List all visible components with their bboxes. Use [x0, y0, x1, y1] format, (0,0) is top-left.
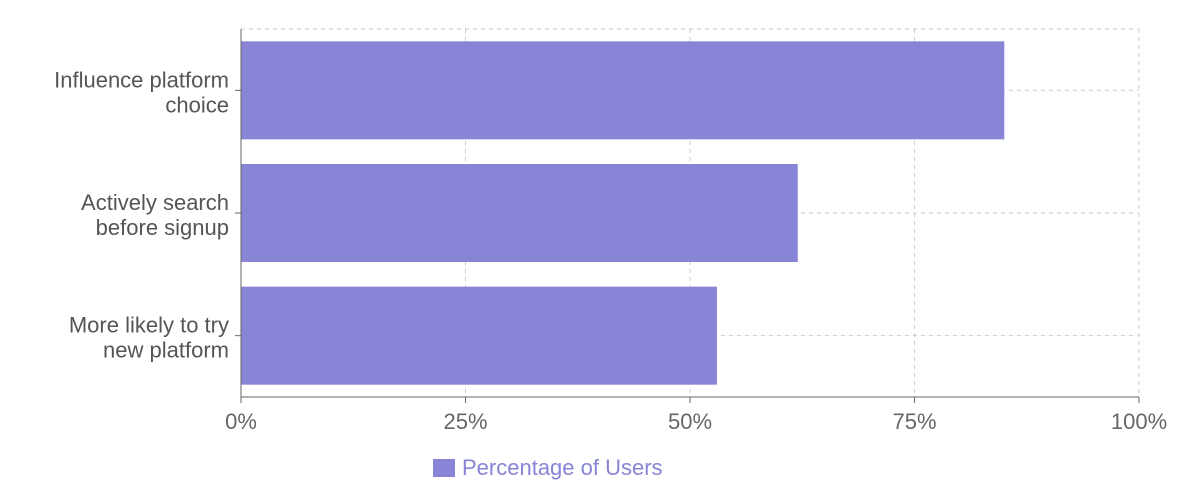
axes: [235, 29, 1140, 403]
legend[interactable]: Percentage of Users: [433, 455, 663, 480]
y-axis-labels: Influence platform choice Actively search b…: [54, 67, 229, 362]
bar[interactable]: [241, 164, 798, 262]
bar[interactable]: [241, 41, 1005, 140]
bar[interactable]: [241, 286, 717, 385]
legend-label: Percentage of Users: [462, 455, 663, 480]
x-tick-label: 75%: [892, 409, 936, 434]
category-label: More likely to try new platform: [69, 313, 229, 363]
category-label: Actively search before signup: [81, 190, 229, 240]
category-label-line: Influence platform: [54, 67, 229, 92]
x-tick-label: 0%: [225, 409, 257, 434]
legend-swatch: [433, 459, 455, 477]
category-label-line: before signup: [96, 215, 229, 240]
category-label-line: choice: [165, 92, 229, 117]
bars: [241, 41, 1005, 385]
category-label: Influence platform choice: [54, 67, 229, 117]
category-label-line: new platform: [103, 338, 229, 363]
category-label-line: More likely to try: [69, 313, 229, 338]
x-tick-label: 50%: [668, 409, 712, 434]
x-axis-labels: 0% 25% 50% 75% 100%: [225, 409, 1167, 434]
x-tick-label: 100%: [1111, 409, 1167, 434]
x-tick-label: 25%: [443, 409, 487, 434]
category-label-line: Actively search: [81, 190, 229, 215]
